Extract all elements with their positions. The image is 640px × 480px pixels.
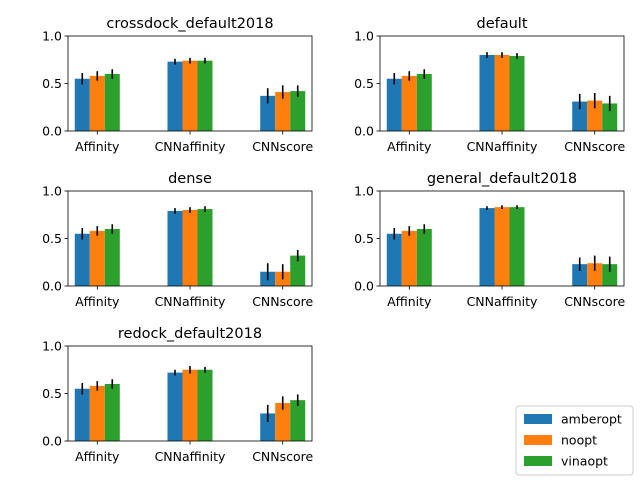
bar-vinaopt-CNNscore [290,255,306,286]
bar-noopt-Affinity [401,75,417,131]
bar-amberopt-CNNaffinity [479,55,495,131]
y-tick-label: 0.0 [42,434,62,449]
panel-1: crossdock_default2018 0.0 0.5 1.0 Affinity CN… [42,16,313,154]
y-tick-label: 1.0 [354,184,374,199]
bar-noopt-Affinity [89,230,105,286]
panels: crossdock_default2018 0.0 0.5 1.0 Affinity CN… [42,16,625,464]
x-tick-label: CNNscore [564,294,625,309]
bar-noopt-CNNaffinity [182,369,198,441]
bar-noopt-CNNaffinity [182,60,198,132]
bar-vinaopt-CNNscore [290,400,306,441]
bar-amberopt-CNNscore [572,264,588,286]
x-tick-label: CNNaffinity [155,294,226,309]
legend-swatch-amberopt [524,414,552,424]
y-tick-label: 1.0 [42,29,62,44]
bar-vinaopt-CNNaffinity [509,55,525,132]
x-tick-label: CNNscore [252,294,313,309]
panel-title: dense [168,171,212,187]
x-tick-label: Affinity [75,449,120,464]
y-tick-label: 0.5 [42,386,62,401]
panel-4: general_default2018 0.0 0.5 1.0 Affinity CNNa… [354,171,625,309]
bar-vinaopt-Affinity [104,229,120,286]
y-tick-label: 0.5 [354,231,374,246]
bar-amberopt-CNNaffinity [167,61,183,131]
legend-swatch-vinaopt [524,456,552,466]
x-tick-label: CNNaffinity [467,139,538,154]
legend-label-vinaopt: vinaopt [561,454,608,469]
legend-label-noopt: noopt [561,433,597,448]
x-tick-label: CNNscore [252,139,313,154]
x-tick-label: CNNaffinity [155,449,226,464]
y-tick-label: 0.5 [42,76,62,91]
bar-noopt-Affinity [89,385,105,441]
bar-amberopt-CNNscore [260,95,276,131]
y-tick-label: 0.5 [354,76,374,91]
bar-amberopt-CNNscore [572,101,588,131]
bar-vinaopt-CNNaffinity [509,207,525,286]
y-tick-label: 0.0 [354,279,374,294]
bar-noopt-CNNaffinity [494,55,510,131]
bar-noopt-CNNscore [587,100,603,131]
bar-amberopt-Affinity [74,233,90,286]
bar-noopt-CNNscore [587,263,603,286]
y-tick-label: 1.0 [354,29,374,44]
x-tick-label: Affinity [387,294,432,309]
bar-noopt-CNNaffinity [494,207,510,286]
panel-title: redock_default2018 [118,326,262,342]
bar-vinaopt-Affinity [104,74,120,131]
bar-noopt-Affinity [401,230,417,286]
bar-amberopt-CNNaffinity [479,208,495,286]
bar-amberopt-Affinity [74,388,90,441]
x-tick-label: CNNscore [564,139,625,154]
bar-vinaopt-CNNaffinity [197,60,213,132]
bar-amberopt-Affinity [386,78,402,131]
bar-vinaopt-CNNscore [602,103,618,131]
bar-noopt-CNNscore [275,403,291,441]
panel-5: redock_default2018 0.0 0.5 1.0 Affinity CNNaf… [42,326,313,464]
y-tick-label: 1.0 [42,339,62,354]
bar-amberopt-Affinity [386,233,402,286]
bar-vinaopt-Affinity [104,384,120,441]
bar-vinaopt-CNNscore [290,91,306,131]
x-tick-label: Affinity [387,139,432,154]
bar-noopt-CNNaffinity [182,210,198,286]
bar-amberopt-CNNaffinity [167,210,183,286]
bar-amberopt-CNNaffinity [167,372,183,441]
y-tick-label: 0.0 [354,124,374,139]
legend-label-amberopt: amberopt [561,412,622,427]
x-tick-label: Affinity [75,139,120,154]
y-tick-label: 0.0 [42,279,62,294]
legend: amberopt noopt vinaopt [515,405,634,476]
bar-vinaopt-Affinity [416,74,432,131]
bar-vinaopt-CNNscore [602,264,618,286]
bar-vinaopt-CNNaffinity [197,369,213,441]
y-tick-label: 0.5 [42,231,62,246]
x-tick-label: CNNaffinity [467,294,538,309]
legend-swatch-noopt [524,435,552,445]
panel-title: default [476,16,527,32]
bar-noopt-Affinity [89,75,105,131]
bar-amberopt-CNNscore [260,413,276,441]
x-tick-label: CNNaffinity [155,139,226,154]
bar-vinaopt-Affinity [416,229,432,286]
panel-2: default 0.0 0.5 1.0 Affinity CNNaffinity CNNsc… [354,16,625,154]
y-tick-label: 1.0 [42,184,62,199]
panel-3: dense 0.0 0.5 1.0 Affinity CNNaffinity CNNscor… [42,171,313,309]
bar-amberopt-Affinity [74,78,90,131]
panel-title: crossdock_default2018 [106,16,273,32]
x-tick-label: Affinity [75,294,120,309]
bar-noopt-CNNscore [275,92,291,131]
bar-vinaopt-CNNaffinity [197,209,213,286]
x-tick-label: CNNscore [252,449,313,464]
y-tick-label: 0.0 [42,124,62,139]
panel-title: general_default2018 [427,171,577,187]
